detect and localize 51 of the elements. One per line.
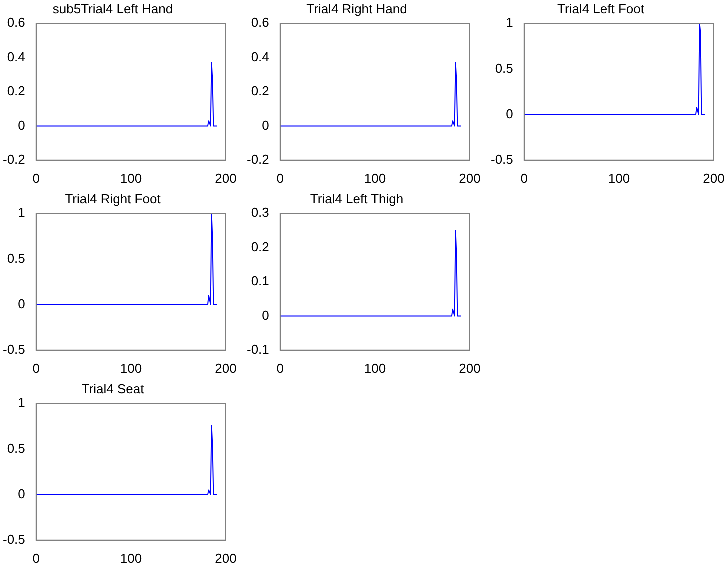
y-tick-label: -0.2 bbox=[2, 152, 26, 167]
y-tick-label: 0.4 bbox=[251, 49, 270, 64]
x-tick-label: 100 bbox=[364, 360, 386, 376]
y-tick-label: 0.2 bbox=[251, 84, 270, 99]
y-tick-label: -0.5 bbox=[490, 152, 514, 167]
y-tick-label: 0 bbox=[262, 118, 270, 133]
x-tick-label: 100 bbox=[120, 550, 142, 566]
y-tick-label: 0 bbox=[18, 296, 26, 312]
y-tick-label: 0.5 bbox=[7, 250, 26, 266]
x-tick-label: 100 bbox=[120, 170, 142, 186]
y-tick-label: -0.5 bbox=[2, 532, 26, 547]
chart-title: sub5Trial4 Left Hand bbox=[52, 1, 174, 16]
x-tick-label: 0 bbox=[32, 170, 40, 186]
y-tick-label: -0.2 bbox=[246, 152, 270, 167]
chart-title: Trial4 Left Foot bbox=[558, 1, 645, 16]
y-tick-label: 0 bbox=[506, 106, 514, 122]
x-tick-label: 200 bbox=[215, 360, 237, 376]
y-tick-label: 1 bbox=[18, 205, 26, 220]
y-tick-label: 0.3 bbox=[251, 205, 270, 220]
x-tick-label: 0 bbox=[32, 360, 40, 376]
y-tick-label: 0 bbox=[18, 118, 26, 133]
chart-title: Trial4 Right Foot bbox=[65, 191, 162, 206]
x-tick-label: 0 bbox=[520, 170, 528, 186]
y-tick-label: 0 bbox=[262, 308, 270, 323]
x-tick-label: 200 bbox=[215, 170, 237, 186]
x-tick-label: 200 bbox=[703, 170, 724, 186]
y-tick-label: 1 bbox=[18, 395, 26, 410]
y-tick-label: 0.2 bbox=[7, 84, 26, 99]
chart-title: Trial4 Seat bbox=[82, 381, 145, 396]
y-tick-label: 0.6 bbox=[251, 15, 270, 30]
y-tick-label: 0.5 bbox=[495, 60, 514, 76]
x-tick-label: 0 bbox=[32, 550, 40, 566]
x-tick-label: 200 bbox=[459, 170, 481, 186]
chart-title: Trial4 Left Thigh bbox=[310, 191, 404, 206]
y-tick-label: 0.1 bbox=[251, 274, 270, 289]
y-tick-label: -0.5 bbox=[2, 342, 26, 357]
y-tick-label: 0.4 bbox=[7, 49, 26, 64]
x-tick-label: 200 bbox=[215, 550, 237, 566]
x-tick-label: 100 bbox=[364, 170, 386, 186]
y-tick-label: 0.6 bbox=[7, 15, 26, 30]
y-tick-label: 0 bbox=[18, 486, 26, 502]
x-tick-label: 100 bbox=[120, 360, 142, 376]
x-tick-label: 0 bbox=[276, 360, 284, 376]
x-tick-label: 100 bbox=[608, 170, 630, 186]
y-tick-label: 0.2 bbox=[251, 239, 270, 254]
chart-title: Trial4 Right Hand bbox=[306, 1, 408, 16]
y-tick-label: -0.1 bbox=[246, 342, 270, 357]
x-tick-label: 0 bbox=[276, 170, 284, 186]
y-tick-label: 1 bbox=[506, 15, 514, 30]
y-tick-label: 0.5 bbox=[7, 440, 26, 456]
x-tick-label: 200 bbox=[459, 360, 481, 376]
